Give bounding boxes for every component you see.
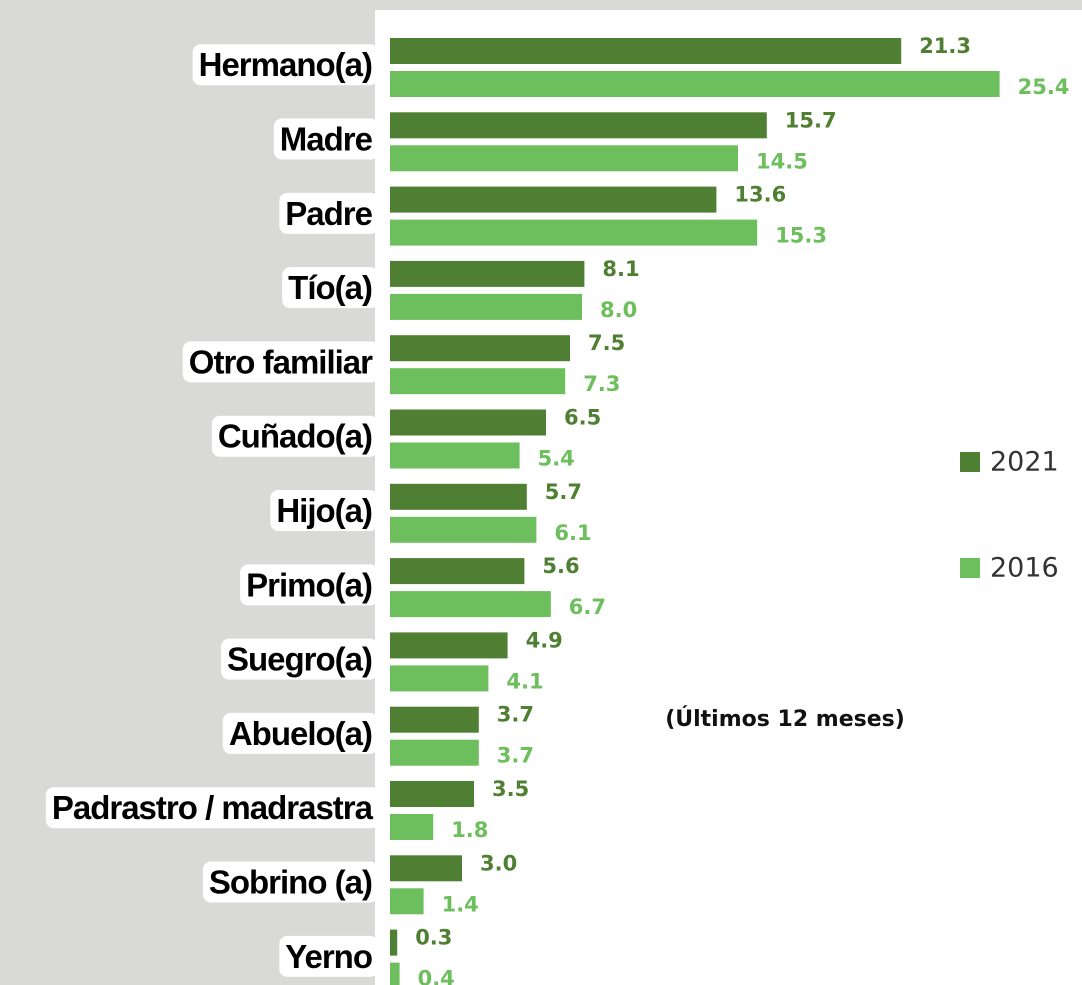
- value-label: 3.7: [497, 744, 534, 768]
- value-label: 4.1: [506, 669, 543, 693]
- legend-swatch: [960, 558, 980, 578]
- category-label-bg: [202, 861, 379, 903]
- category-label-group: Primo(a): [240, 564, 379, 606]
- category-label: Primo(a): [246, 566, 372, 603]
- category-label-bg: [270, 490, 378, 532]
- category-label: Sobrino (a): [209, 864, 372, 901]
- bar: [390, 632, 508, 659]
- value-label: 8.1: [602, 257, 639, 281]
- category-label-bg: [282, 267, 378, 309]
- bar: [390, 781, 474, 807]
- category-label: Hijo(a): [276, 492, 372, 529]
- category-label-bg: [182, 341, 380, 383]
- value-label: 8.0: [600, 298, 637, 322]
- bar: [390, 112, 767, 139]
- legend-label: 2021: [990, 447, 1059, 478]
- bar: [390, 558, 525, 585]
- category-label-group: Suegro(a): [220, 638, 379, 680]
- bar: [390, 260, 585, 287]
- bar: [390, 739, 479, 766]
- value-label: 3.7: [497, 703, 534, 727]
- value-label: 25.4: [1018, 75, 1070, 99]
- bar: [390, 888, 424, 915]
- value-label: 6.5: [564, 406, 601, 430]
- legend-swatch: [960, 452, 980, 472]
- category-label: Cuñado(a): [218, 418, 372, 455]
- legend-label: 2016: [990, 553, 1059, 584]
- category-label-group: Madre: [273, 118, 379, 160]
- bar: [390, 483, 527, 510]
- category-label: Madre: [280, 121, 373, 158]
- category-label: Otro familiar: [189, 343, 373, 380]
- category-label-group: Cuñado(a): [211, 415, 379, 457]
- category-label: Hermano(a): [199, 46, 372, 83]
- bar: [390, 665, 489, 692]
- category-label-bg: [279, 192, 379, 234]
- bar: [390, 293, 582, 320]
- value-label: 0.3: [415, 926, 452, 950]
- value-label: 3.5: [492, 777, 529, 801]
- category-label-group: Padre: [279, 192, 379, 234]
- category-label-bg: [45, 787, 380, 829]
- value-label: 15.3: [775, 224, 827, 248]
- category-label: Abuelo(a): [229, 715, 372, 752]
- bar: [390, 706, 479, 733]
- category-label: Tío(a): [288, 269, 372, 306]
- bar: [390, 38, 902, 64]
- category-label-bg: [279, 935, 378, 977]
- category-label-group: Abuelo(a): [222, 712, 378, 754]
- category-label-bg: [273, 118, 379, 160]
- bar: [390, 219, 758, 246]
- bar: [390, 409, 546, 436]
- value-label: 6.1: [554, 521, 591, 545]
- value-label: 7.3: [583, 372, 620, 396]
- value-label: 0.4: [418, 967, 455, 985]
- value-label: 5.7: [545, 480, 582, 504]
- category-label: Yerno: [285, 938, 372, 975]
- annotation: (Últimos 12 meses): [665, 706, 905, 732]
- value-label: 3.0: [480, 851, 517, 875]
- category-label: Padre: [285, 195, 372, 232]
- category-label-group: Otro familiar: [182, 341, 380, 383]
- value-label: 7.5: [588, 331, 625, 355]
- value-label: 21.3: [919, 34, 971, 58]
- category-label-bg: [240, 564, 379, 606]
- bar: [390, 591, 551, 618]
- value-label: 14.5: [756, 149, 808, 173]
- bar: [390, 442, 520, 469]
- bar: [390, 814, 434, 840]
- value-label: 5.6: [542, 554, 579, 578]
- value-label: 4.9: [526, 628, 563, 652]
- bar: [390, 516, 537, 543]
- bar: [390, 929, 398, 956]
- bar: [390, 71, 1000, 97]
- category-label-group: Padrastro / madrastra: [45, 787, 380, 829]
- category-label-bg: [220, 638, 379, 680]
- bar: [390, 855, 462, 882]
- value-label: 1.8: [451, 818, 488, 842]
- value-label: 15.7: [785, 108, 837, 132]
- value-label: 13.6: [734, 183, 786, 207]
- value-label: 1.4: [442, 892, 479, 916]
- category-label: Suegro(a): [227, 641, 372, 678]
- value-label: 5.4: [538, 447, 575, 471]
- bar: [390, 368, 566, 395]
- bar: [390, 962, 400, 985]
- category-label-group: Hijo(a): [270, 490, 378, 532]
- bar: [390, 335, 570, 362]
- category-label-group: Sobrino (a): [202, 861, 379, 903]
- value-label: 6.7: [569, 595, 606, 619]
- category-label-group: Tío(a): [282, 267, 378, 309]
- category-label-bg: [192, 44, 379, 86]
- category-label: Padrastro / madrastra: [52, 789, 374, 826]
- bar: [390, 145, 738, 172]
- category-label-bg: [211, 415, 379, 457]
- category-label-group: Hermano(a): [192, 44, 379, 86]
- category-label-bg: [222, 712, 378, 754]
- bar: [390, 186, 717, 213]
- category-label-group: Yerno: [279, 935, 378, 977]
